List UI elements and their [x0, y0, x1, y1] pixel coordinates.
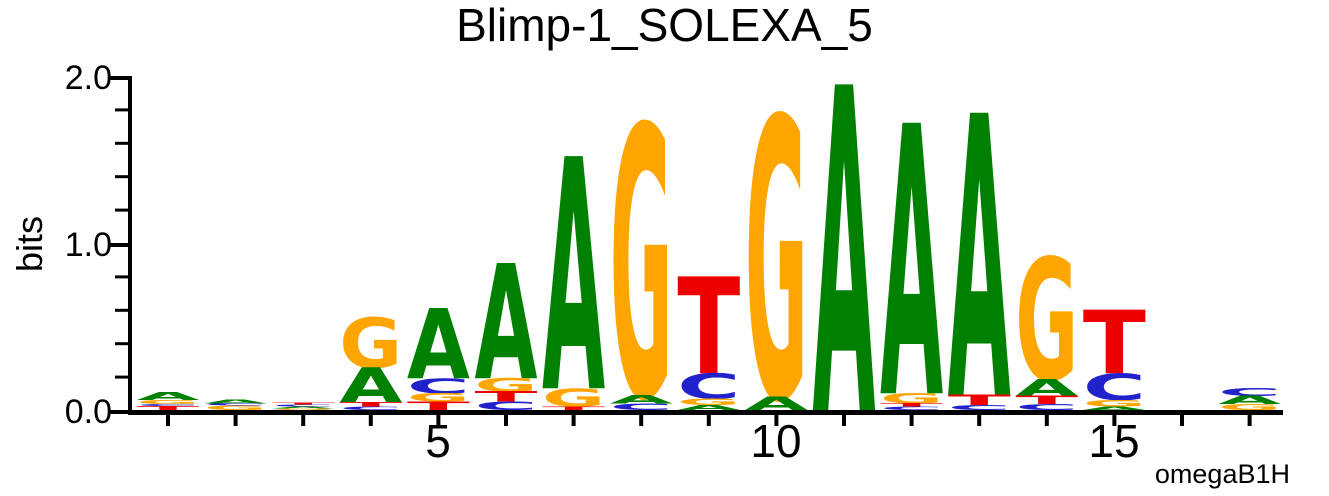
logo-letter-A-pos-4: A	[339, 358, 402, 414]
logo-letter-G-pos-9: G	[677, 396, 740, 407]
x-tick-label-15: 15	[1088, 415, 1140, 467]
logo-letter-T-pos-13: T	[948, 392, 1011, 408]
y-minor-tick	[115, 375, 128, 379]
logo-letter-G-pos-1: G	[137, 399, 200, 405]
logo-letter-T-pos-4: T	[339, 401, 402, 408]
logo-letter-C-pos-8: C	[610, 401, 673, 412]
logo-letter-T-pos-14: T	[1015, 394, 1079, 407]
y-major-tick	[109, 243, 128, 247]
x-tick	[1044, 415, 1049, 426]
x-tick	[436, 415, 441, 426]
x-tick	[1112, 415, 1117, 426]
logo-letter-T-pos-3: T	[272, 402, 335, 405]
logo-letter-G-pos-14: G	[1015, 225, 1078, 419]
y-minor-tick	[115, 308, 128, 312]
y-minor-tick	[115, 208, 128, 212]
logo-letter-A-pos-14: A	[1015, 375, 1078, 402]
x-tick	[639, 415, 644, 426]
x-tick	[233, 415, 238, 426]
logo-letter-A-pos-9: A	[677, 404, 740, 412]
x-tick	[706, 415, 711, 426]
logo-letter-A-pos-10: A	[745, 393, 808, 414]
x-tick	[909, 415, 914, 426]
x-tick	[774, 415, 779, 426]
logo-letter-A-pos-6: A	[475, 232, 538, 416]
y-minor-tick	[115, 342, 128, 346]
y-minor-tick	[115, 141, 128, 145]
y-minor-tick	[115, 275, 128, 279]
watermark: omegaB1H	[1154, 459, 1290, 489]
logo-letter-C-pos-15: C	[1083, 366, 1146, 409]
x-tick-label-5: 5	[425, 415, 451, 467]
logo-letter-C-pos-14: C	[1015, 403, 1078, 412]
logo-letter-T-pos-9: T	[677, 250, 740, 405]
logo-letter-A-pos-15: A	[1083, 406, 1146, 411]
logo-letter-G-pos-7: G	[542, 384, 605, 413]
x-tick	[1180, 415, 1184, 426]
logo-letter-T-pos-15: T	[1083, 293, 1146, 394]
logo-letter-C-pos-5: C	[407, 374, 470, 398]
logo-letter-G-pos-3: G	[272, 408, 335, 410]
logo-letter-A-pos-17: A	[1218, 394, 1281, 407]
x-tick	[368, 415, 373, 426]
y-tick-label-2: 2.0	[64, 59, 112, 97]
y-tick-label-0: 0.0	[64, 393, 112, 431]
logo-letter-A-pos-3: A	[272, 406, 335, 409]
logo-letter-G-pos-17: G	[1218, 403, 1281, 412]
y-major-tick	[109, 76, 128, 80]
logo-letter-T-pos-1: T	[137, 405, 200, 411]
logo-letter-A-pos-11: A	[813, 0, 877, 496]
logo-letter-G-pos-8: G	[610, 52, 673, 484]
logo-letter-A-pos-12: A	[880, 51, 944, 483]
y-minor-tick	[115, 175, 128, 179]
logo-letter-G-pos-15: G	[1083, 398, 1146, 409]
x-tick	[1247, 415, 1252, 426]
logo-letter-A-pos-2: A	[204, 398, 267, 404]
y-axis-line	[128, 76, 132, 415]
x-tick	[166, 415, 170, 426]
logo-letter-C-pos-4: C	[339, 406, 402, 411]
logo-letter-C-pos-6: C	[475, 399, 538, 412]
logo-letter-T-pos-7: T	[542, 406, 605, 411]
logo-letter-C-pos-17: C	[1218, 386, 1281, 398]
logo-letter-A-pos-7: A	[542, 93, 605, 464]
logo-letter-C-pos-3: C	[272, 404, 335, 407]
x-tick	[842, 415, 846, 426]
logo-letter-G-pos-10: G	[745, 41, 808, 489]
logo-letter-T-pos-6: T	[475, 389, 538, 405]
logo-letter-G-pos-2: G	[204, 404, 267, 411]
logo-letter-A-pos-5: A	[407, 290, 470, 402]
logo-letter-C-pos-2: C	[204, 403, 267, 407]
x-tick	[977, 415, 982, 426]
logo-letter-C-pos-1: C	[137, 403, 200, 406]
logo-letter-A-pos-1: A	[137, 390, 200, 403]
x-tick-label-10: 10	[750, 415, 802, 467]
logo-letter-G-pos-4: G	[339, 304, 402, 384]
y-minor-tick	[115, 108, 128, 112]
logo-letter-C-pos-13: C	[948, 404, 1011, 412]
x-tick	[301, 415, 306, 426]
page-title: Blimp-1_SOLEXA_5	[456, 0, 873, 51]
x-tick	[571, 415, 576, 426]
y-major-tick	[109, 410, 128, 414]
y-tick-label-1: 1.0	[64, 226, 112, 264]
logo-letter-T-pos-5: T	[407, 399, 471, 412]
logo-letter-C-pos-9: C	[677, 367, 740, 407]
x-axis-line	[128, 410, 1283, 415]
logo-letter-T-pos-12: T	[880, 402, 943, 407]
logo-letter-A-pos-13: A	[948, 36, 1012, 486]
logo-letter-G-pos-12: G	[880, 391, 943, 407]
logo-letter-G-pos-6: G	[475, 375, 538, 396]
logo-letter-C-pos-12: C	[880, 406, 943, 411]
logo-letter-G-pos-5: G	[407, 391, 470, 404]
logo-letter-A-pos-8: A	[610, 393, 673, 406]
x-tick	[504, 415, 508, 426]
